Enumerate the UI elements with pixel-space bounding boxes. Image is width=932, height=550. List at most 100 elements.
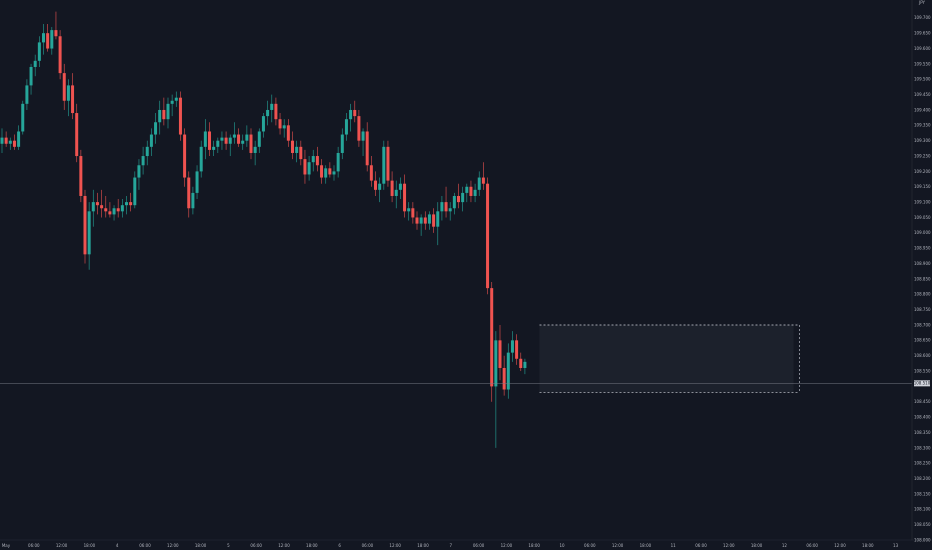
candle-down[interactable] [278, 119, 282, 129]
candle-down[interactable] [129, 202, 133, 206]
candle-down[interactable] [303, 159, 307, 175]
candle-up[interactable] [427, 214, 431, 224]
candle-up[interactable] [344, 119, 348, 135]
candle-down[interactable] [365, 131, 369, 166]
candle-up[interactable] [394, 189, 398, 196]
candle-up[interactable] [141, 156, 145, 166]
candle-up[interactable] [25, 85, 29, 104]
candle-up[interactable] [166, 103, 170, 120]
candle-up[interactable] [29, 66, 33, 86]
candle-up[interactable] [50, 30, 54, 49]
price-axis[interactable]: 109.700 109.650 109.600 109.550 109.500 109.4… [914, 15, 931, 542]
candle-up[interactable] [0, 137, 4, 144]
candle-down[interactable] [320, 165, 324, 178]
candle-up[interactable] [332, 171, 336, 175]
candle-down[interactable] [274, 103, 278, 120]
candle-down[interactable] [116, 208, 120, 212]
candle-down[interactable] [353, 109, 357, 117]
candle-up[interactable] [257, 131, 261, 147]
candle-up[interactable] [295, 146, 299, 153]
candle-up[interactable] [452, 195, 456, 209]
candle-up[interactable] [311, 156, 315, 163]
candle-down[interactable] [62, 73, 66, 101]
candle-up[interactable] [336, 152, 340, 172]
candle-up[interactable] [523, 361, 527, 368]
candle-down[interactable] [357, 116, 361, 141]
candle-up[interactable] [398, 183, 402, 190]
candle-up[interactable] [436, 211, 440, 227]
candle-down[interactable] [4, 137, 8, 144]
candle-down[interactable] [457, 195, 460, 203]
candle-down[interactable] [71, 85, 75, 114]
candle-up[interactable] [212, 146, 216, 150]
candle-up[interactable] [145, 146, 149, 157]
candle-up[interactable] [137, 165, 141, 178]
candle-down[interactable] [369, 165, 373, 181]
candle-down[interactable] [291, 140, 294, 153]
candle-up[interactable] [91, 202, 95, 212]
candle-up[interactable] [241, 140, 245, 144]
candle-up[interactable] [170, 100, 174, 104]
candle-down[interactable] [423, 217, 427, 224]
candle-down[interactable] [286, 125, 290, 141]
candle-up[interactable] [120, 205, 124, 212]
candle-down[interactable] [54, 30, 58, 37]
candle-up[interactable] [220, 137, 224, 141]
candle-down[interactable] [490, 288, 494, 387]
candle-down[interactable] [390, 180, 394, 196]
candle-down[interactable] [12, 140, 16, 147]
candle-up[interactable] [461, 192, 465, 203]
candle-up[interactable] [37, 42, 41, 61]
candle-up[interactable] [133, 177, 137, 206]
candle-down[interactable] [224, 137, 228, 144]
candle-down[interactable] [108, 211, 112, 215]
candle-down[interactable] [46, 33, 50, 49]
candle-up[interactable] [154, 122, 158, 135]
candle-up[interactable] [419, 217, 423, 224]
candle-up[interactable] [216, 140, 220, 147]
candle-up[interactable] [191, 192, 195, 209]
candle-down[interactable] [83, 195, 87, 255]
candle-up[interactable] [228, 137, 232, 144]
candle-down[interactable] [515, 340, 519, 359]
candle-up[interactable] [261, 116, 265, 132]
candle-up[interactable] [407, 208, 411, 212]
candle-down[interactable] [386, 146, 390, 181]
candle-up[interactable] [87, 211, 91, 255]
candle-down[interactable] [249, 134, 253, 153]
candle-up[interactable] [42, 33, 45, 43]
candle-down[interactable] [208, 131, 211, 150]
candle-up[interactable] [324, 168, 328, 178]
candle-down[interactable] [403, 183, 407, 212]
candle-down[interactable] [502, 367, 506, 390]
candle-down[interactable] [183, 134, 187, 178]
candle-up[interactable] [253, 146, 257, 153]
candle-up[interactable] [158, 109, 162, 123]
candle-up[interactable] [361, 131, 365, 141]
candle-up[interactable] [465, 186, 469, 193]
candle-up[interactable] [494, 340, 498, 387]
zone-box[interactable] [539, 324, 794, 393]
candle-up[interactable] [378, 183, 382, 190]
candle-down[interactable] [328, 168, 332, 175]
candle-down[interactable] [315, 156, 319, 166]
candle-down[interactable] [481, 177, 485, 184]
candle-up[interactable] [506, 352, 510, 390]
candle-down[interactable] [100, 205, 104, 209]
candle-down[interactable] [79, 156, 83, 196]
candle-up[interactable] [149, 134, 153, 147]
candle-up[interactable] [174, 97, 178, 101]
candle-up[interactable] [8, 140, 12, 144]
candle-down[interactable] [415, 217, 419, 224]
candle-down[interactable] [104, 208, 108, 212]
candle-down[interactable] [469, 186, 473, 196]
candle-down[interactable] [187, 177, 191, 209]
candle-up[interactable] [232, 134, 236, 138]
candle-up[interactable] [203, 131, 207, 147]
candle-down[interactable] [95, 202, 99, 206]
candle-down[interactable] [58, 36, 62, 74]
candle-up[interactable] [66, 85, 70, 101]
candle-up[interactable] [21, 103, 25, 132]
candle-up[interactable] [112, 208, 116, 215]
